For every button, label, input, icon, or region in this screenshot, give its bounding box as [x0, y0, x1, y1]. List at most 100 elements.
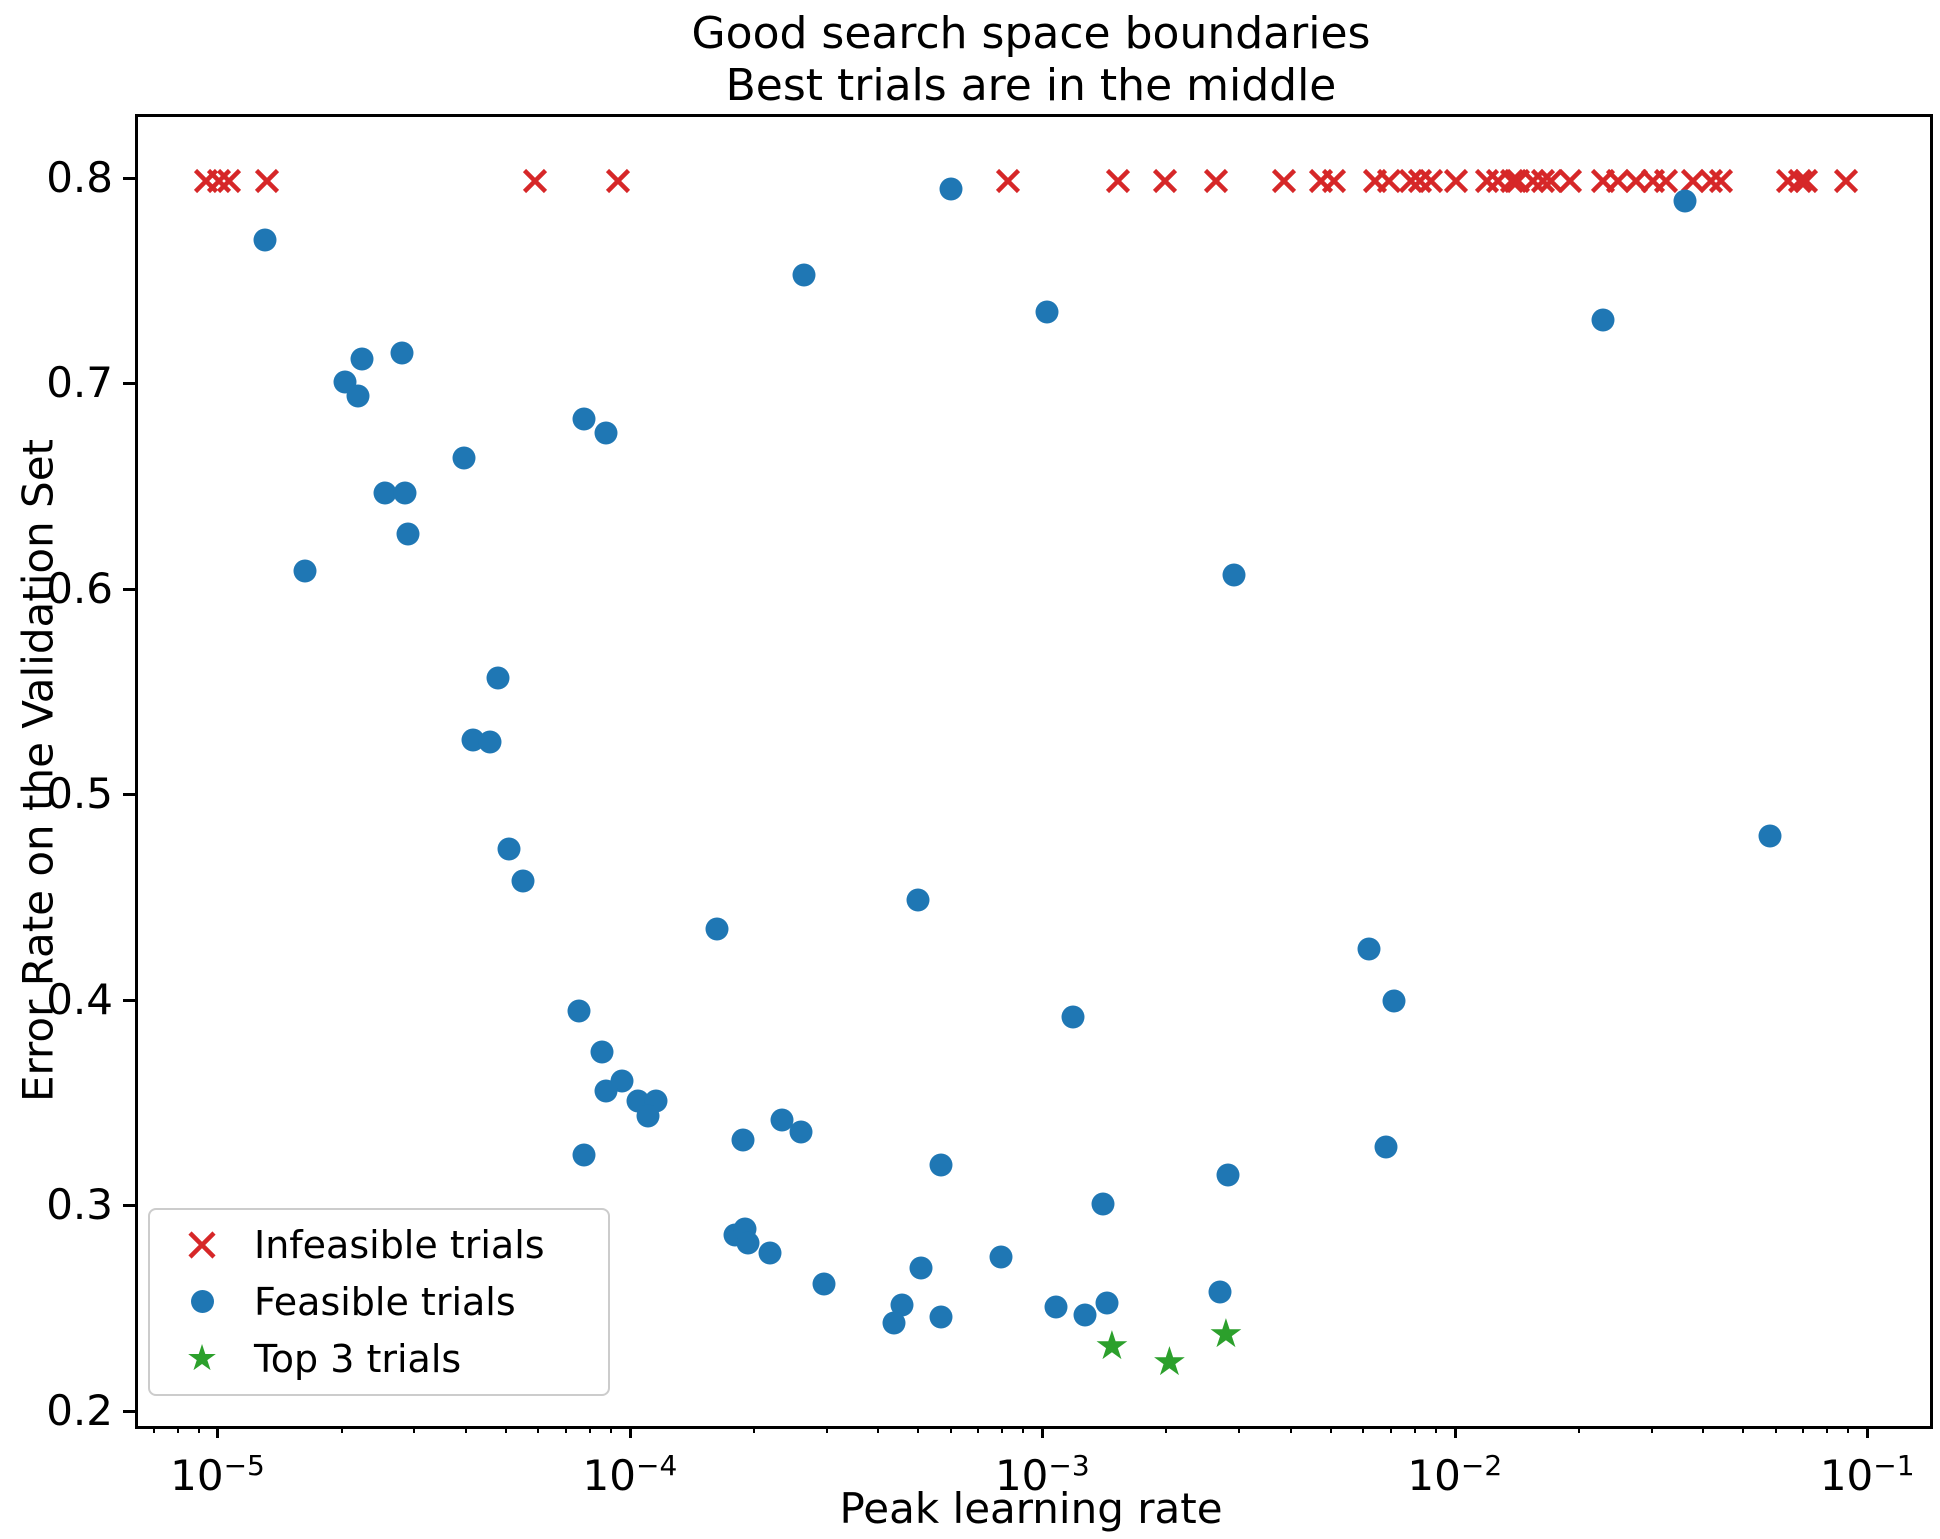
chart-title-line1: Good search space boundaries [691, 8, 1371, 59]
scatter-point-infeasible [1271, 167, 1298, 194]
x-minor-tick [977, 1426, 980, 1433]
legend-label: Feasible trials [254, 1279, 516, 1324]
scatter-point-feasible [452, 446, 476, 470]
scatter-point-infeasible [604, 167, 631, 194]
y-tick-label: 0.7 [46, 358, 113, 408]
scatter-point-infeasible [1697, 167, 1724, 194]
scatter-point-feasible [567, 999, 591, 1023]
x-minor-tick [340, 1426, 343, 1433]
scatter-point-feasible [497, 837, 521, 861]
x-major-tick [1041, 1426, 1045, 1438]
y-tick-label: 0.2 [46, 1385, 113, 1435]
scatter-point-infeasible [1474, 167, 1501, 194]
legend-label: Infeasible trials [254, 1222, 545, 1267]
x-tick-label-exponent: −1 [1873, 1449, 1915, 1482]
scatter-point-feasible [1382, 989, 1406, 1013]
y-major-tick [123, 587, 135, 591]
x-minor-tick [197, 1426, 200, 1433]
legend-marker-x [150, 1230, 254, 1260]
scatter-point-infeasible [1417, 167, 1444, 194]
x-minor-tick [1802, 1426, 1805, 1433]
y-tick-label: 0.3 [46, 1180, 113, 1230]
x-minor-tick [1774, 1426, 1777, 1433]
x-tick-label-base: 10 [1407, 1451, 1461, 1500]
scatter-point-feasible [736, 1231, 760, 1255]
scatter-point-feasible [789, 1120, 813, 1144]
scatter-point-feasible [572, 1143, 596, 1167]
scatter-point-feasible [390, 341, 414, 365]
legend-star-icon: ★ [185, 1338, 219, 1380]
y-major-tick [123, 176, 135, 180]
scatter-point-infeasible [1151, 167, 1178, 194]
scatter-point-feasible [572, 407, 596, 431]
x-minor-tick [1826, 1426, 1829, 1433]
x-minor-tick [1434, 1426, 1437, 1433]
scatter-point-feasible [909, 1256, 933, 1280]
legend: Infeasible trials Feasible trials ★ Top 3 t… [148, 1208, 610, 1396]
scatter-point-infeasible [1375, 167, 1402, 194]
scatter-point-feasible [1216, 1163, 1240, 1187]
x-tick-label-exponent: −2 [1460, 1449, 1503, 1482]
x-axis-label: Peak learning rate [839, 1484, 1223, 1533]
legend-item: Infeasible trials [150, 1223, 608, 1267]
scatter-point-feasible [989, 1245, 1013, 1269]
scatter-point-top3: ★ [1207, 1310, 1244, 1357]
scatter-point-feasible [590, 1040, 614, 1064]
x-tick-label-base: 10 [1819, 1451, 1874, 1500]
scatter-point-infeasible [1104, 167, 1131, 194]
y-major-tick [123, 793, 135, 797]
x-minor-tick [1650, 1426, 1653, 1433]
scatter-point-infeasible [1604, 167, 1631, 194]
scatter-point-feasible [478, 730, 502, 754]
y-major-tick [123, 998, 135, 1002]
x-minor-tick [949, 1426, 952, 1433]
x-minor-tick [1238, 1426, 1241, 1433]
scatter-point-feasible [705, 917, 729, 941]
chart-title: Good search space boundaries Best trials… [135, 8, 1927, 112]
scatter-point-feasible [594, 1079, 618, 1103]
scatter-point-feasible [929, 1305, 953, 1329]
scatter-point-feasible [770, 1108, 794, 1132]
legend-dot-icon [190, 1290, 214, 1314]
scatter-point-infeasible [1680, 167, 1707, 194]
x-minor-tick [1289, 1426, 1292, 1433]
y-major-tick [123, 1204, 135, 1208]
scatter-point-feasible [1035, 300, 1059, 324]
scatter-point-feasible [396, 522, 420, 546]
scatter-point-feasible [350, 347, 374, 371]
x-minor-tick [1022, 1426, 1025, 1433]
scatter-point-feasible [1673, 189, 1697, 213]
scatter-point-feasible [890, 1293, 914, 1317]
scatter-point-infeasible [1556, 167, 1583, 194]
scatter-point-feasible [1044, 1295, 1068, 1319]
x-minor-tick [504, 1426, 507, 1433]
x-minor-tick [588, 1426, 591, 1433]
scatter-point-feasible [758, 1241, 782, 1265]
scatter-point-infeasible [1787, 167, 1814, 194]
scatter-point-feasible [1091, 1192, 1115, 1216]
legend-marker-circle [150, 1290, 254, 1314]
x-tick-label-base: 10 [582, 1451, 636, 1500]
x-minor-tick [176, 1426, 179, 1433]
scatter-point-feasible [1591, 308, 1615, 332]
scatter-point-top3: ★ [1093, 1322, 1130, 1369]
x-tick-label: 10−3 [995, 1443, 1090, 1499]
scatter-point-feasible [346, 384, 370, 408]
scatter-point-feasible [1208, 1280, 1232, 1304]
scatter-point-feasible [293, 559, 317, 583]
y-tick-label: 0.4 [46, 974, 113, 1024]
x-tick-label: 10−4 [583, 1443, 678, 1499]
y-major-tick [123, 382, 135, 386]
scatter-point-feasible [511, 869, 535, 893]
scatter-point-infeasible [994, 167, 1021, 194]
x-major-tick [1453, 1426, 1457, 1438]
x-major-tick [216, 1426, 220, 1438]
scatter-point-feasible [812, 1272, 836, 1296]
x-minor-tick [1702, 1426, 1705, 1433]
x-tick-label-base: 10 [170, 1451, 224, 1500]
scatter-point-feasible [1061, 1005, 1085, 1029]
x-minor-tick [610, 1426, 613, 1433]
x-minor-tick [1847, 1426, 1850, 1433]
scatter-point-infeasible [1203, 167, 1230, 194]
x-minor-tick [565, 1426, 568, 1433]
